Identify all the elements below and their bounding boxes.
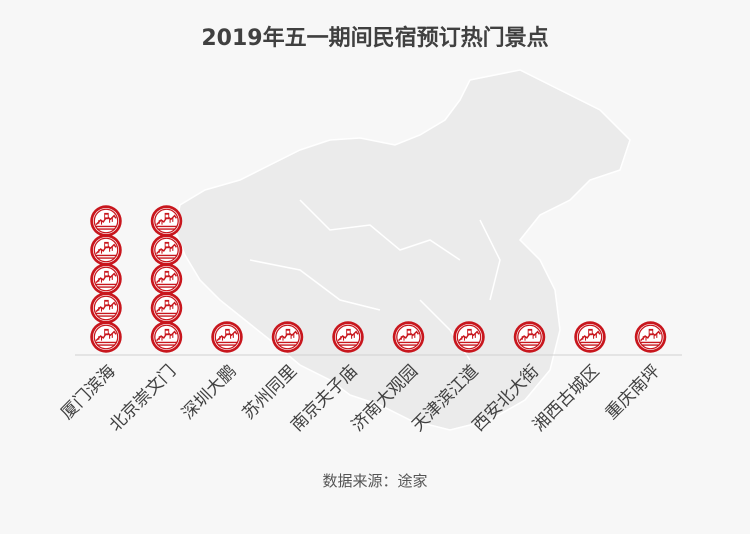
great-wall-seal-icon: [210, 320, 244, 354]
bar-8: [513, 320, 546, 354]
bar-10: [634, 320, 667, 354]
great-wall-seal-icon: [331, 320, 365, 354]
x-tick-label: 深圳大鹏: [178, 361, 240, 423]
bar-7: [452, 320, 486, 354]
great-wall-seal-icon: [392, 320, 425, 354]
great-wall-seal-icon: [89, 262, 123, 296]
source-note: 数据来源：途家: [322, 472, 428, 490]
bar-2: [150, 204, 183, 354]
bar-9: [573, 320, 607, 354]
bar-5: [331, 320, 365, 354]
great-wall-seal-icon: [150, 262, 183, 296]
great-wall-seal-icon: [513, 320, 546, 354]
bar-4: [271, 320, 304, 354]
x-tick-label: 厦门滨海: [57, 361, 119, 423]
great-wall-seal-icon: [150, 233, 183, 267]
great-wall-seal-icon: [150, 204, 183, 238]
x-tick-label: 北京崇文门: [106, 361, 180, 435]
chart-title: 2019年五一期间民宿预订热门景点: [201, 26, 549, 51]
bar-3: [210, 320, 244, 354]
great-wall-seal-icon: [150, 320, 183, 354]
bar-1: [89, 204, 123, 354]
great-wall-seal-icon: [89, 233, 123, 267]
x-tick-label: 重庆南坪: [602, 361, 664, 423]
x-tick-label: 苏州同里: [239, 361, 301, 423]
great-wall-seal-icon: [89, 291, 123, 325]
great-wall-seal-icon: [89, 320, 123, 354]
bar-6: [392, 320, 425, 354]
great-wall-seal-icon: [634, 320, 667, 354]
great-wall-seal-icon: [271, 320, 304, 354]
great-wall-seal-icon: [89, 204, 123, 238]
great-wall-seal-icon: [150, 291, 183, 325]
great-wall-seal-icon: [452, 320, 486, 354]
great-wall-seal-icon: [573, 320, 607, 354]
